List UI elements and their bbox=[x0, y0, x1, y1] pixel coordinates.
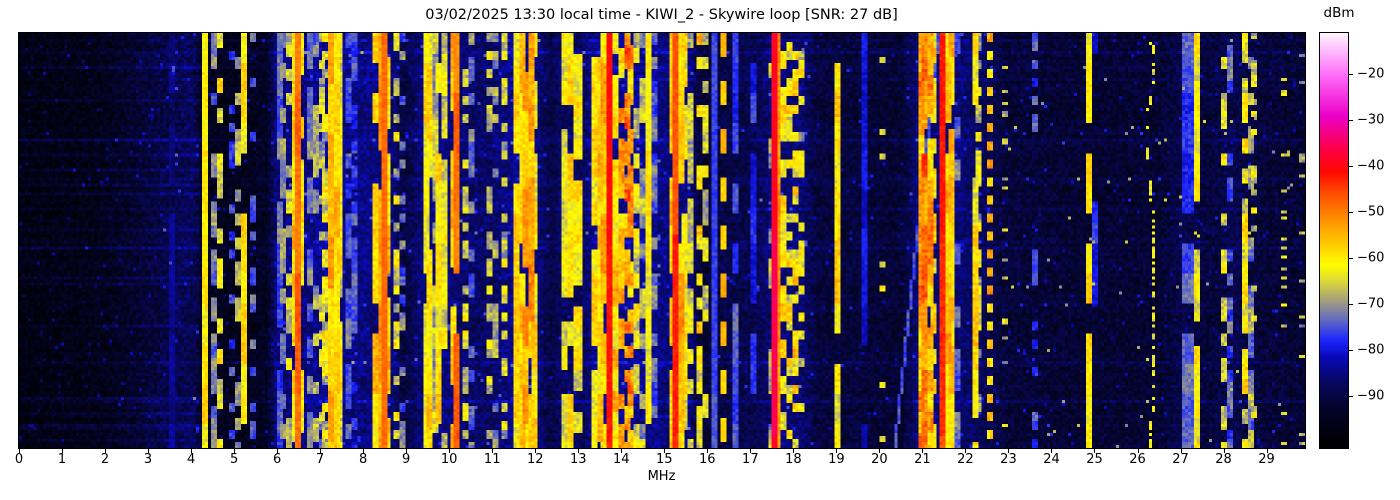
x-tick-mark bbox=[1223, 449, 1225, 453]
x-tick-label: 28 bbox=[1215, 452, 1232, 467]
x-tick-label: 1 bbox=[57, 452, 67, 467]
plot-frame bbox=[18, 32, 1306, 449]
x-tick-label: 23 bbox=[1000, 452, 1017, 467]
x-tick-label: 18 bbox=[785, 452, 802, 467]
colorbar-tick-mark bbox=[1349, 166, 1353, 168]
x-tick-label: 6 bbox=[272, 452, 282, 467]
x-tick-mark bbox=[320, 449, 322, 453]
x-axis-label: MHz bbox=[647, 469, 676, 484]
x-tick-mark bbox=[664, 449, 666, 453]
x-tick-mark bbox=[1137, 449, 1139, 453]
x-tick-label: 13 bbox=[569, 452, 587, 467]
colorbar-gradient bbox=[1320, 33, 1348, 448]
x-tick-label: 10 bbox=[440, 452, 458, 467]
x-tick-mark bbox=[922, 449, 924, 453]
colorbar-tick-mark bbox=[1349, 258, 1353, 260]
x-tick-mark bbox=[621, 449, 623, 453]
x-tick-mark bbox=[449, 449, 451, 453]
x-tick-mark bbox=[62, 449, 64, 453]
colorbar-frame bbox=[1319, 32, 1349, 449]
x-tick-label: 25 bbox=[1086, 452, 1103, 467]
x-tick-mark bbox=[535, 449, 537, 453]
x-tick-label: 22 bbox=[957, 452, 974, 467]
x-tick-mark bbox=[234, 449, 236, 453]
x-tick-label: 14 bbox=[612, 452, 630, 467]
x-tick-label: 11 bbox=[483, 452, 501, 467]
colorbar-tick-label: −20 bbox=[1357, 66, 1385, 82]
x-tick-mark bbox=[277, 449, 279, 453]
x-tick-label: 4 bbox=[186, 452, 196, 467]
x-tick-mark bbox=[965, 449, 967, 453]
colorbar-tick-label: −60 bbox=[1357, 250, 1385, 266]
x-tick-label: 27 bbox=[1172, 452, 1189, 467]
x-tick-mark bbox=[879, 449, 881, 453]
x-tick-mark bbox=[836, 449, 838, 453]
colorbar-tick-mark bbox=[1349, 350, 1353, 352]
x-tick-label: 17 bbox=[742, 452, 759, 467]
x-tick-label: 9 bbox=[402, 452, 411, 467]
x-tick-mark bbox=[1094, 449, 1096, 453]
x-tick-mark bbox=[492, 449, 494, 453]
colorbar-tick-mark bbox=[1349, 304, 1353, 306]
x-tick-label: 21 bbox=[914, 452, 931, 467]
colorbar-tick-label: −80 bbox=[1357, 342, 1385, 358]
x-tick-label: 26 bbox=[1129, 452, 1146, 467]
x-tick-mark bbox=[406, 449, 408, 453]
x-tick-label: 19 bbox=[828, 452, 845, 467]
x-tick-mark bbox=[191, 449, 193, 453]
x-tick-mark bbox=[750, 449, 752, 453]
waterfall-heatmap bbox=[19, 33, 1305, 448]
colorbar-tick-label: −70 bbox=[1357, 296, 1385, 312]
x-tick-label: 29 bbox=[1258, 452, 1275, 467]
x-tick-mark bbox=[1051, 449, 1053, 453]
colorbar-tick-label: −40 bbox=[1357, 158, 1385, 174]
x-tick-mark bbox=[578, 449, 580, 453]
x-tick-label: 24 bbox=[1043, 452, 1060, 467]
x-tick-label: 7 bbox=[315, 452, 325, 467]
x-tick-label: 16 bbox=[699, 452, 716, 467]
x-tick-label: 20 bbox=[871, 452, 888, 467]
colorbar-tick-label: −30 bbox=[1357, 112, 1385, 128]
x-tick-label: 3 bbox=[143, 452, 153, 467]
x-tick-mark bbox=[1266, 449, 1268, 453]
x-tick-mark bbox=[363, 449, 365, 453]
x-tick-label: 0 bbox=[14, 452, 24, 467]
plot-title: 03/02/2025 13:30 local time - KIWI_2 - S… bbox=[425, 7, 898, 23]
x-tick-label: 5 bbox=[229, 452, 239, 467]
x-tick-label: 15 bbox=[656, 452, 673, 467]
x-tick-mark bbox=[148, 449, 150, 453]
colorbar-tick-label: −50 bbox=[1357, 204, 1385, 220]
colorbar-label: dBm bbox=[1323, 5, 1355, 21]
x-tick-mark bbox=[1180, 449, 1182, 453]
x-tick-label: 2 bbox=[100, 452, 110, 467]
colorbar-tick-mark bbox=[1349, 120, 1353, 122]
x-tick-mark bbox=[105, 449, 107, 453]
x-tick-mark bbox=[1008, 449, 1010, 453]
colorbar-tick-label: −90 bbox=[1357, 388, 1385, 404]
x-tick-mark bbox=[707, 449, 709, 453]
colorbar-tick-mark bbox=[1349, 212, 1353, 214]
x-tick-mark bbox=[19, 449, 20, 453]
colorbar-tick-mark bbox=[1349, 396, 1353, 398]
colorbar-tick-mark bbox=[1349, 74, 1353, 76]
x-tick-label: 12 bbox=[526, 452, 544, 467]
x-tick-mark bbox=[793, 449, 795, 453]
x-tick-label: 8 bbox=[359, 452, 368, 467]
